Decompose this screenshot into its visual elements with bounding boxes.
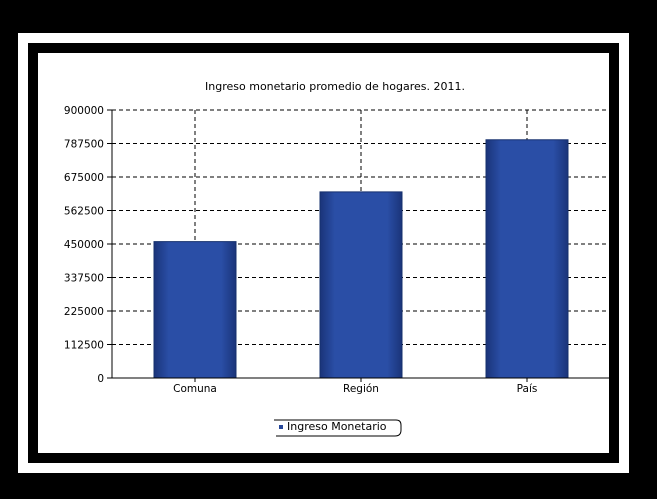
- y-tick-label: 900000: [64, 105, 104, 117]
- bar: [153, 241, 237, 379]
- bar: [485, 139, 569, 379]
- bars-layer: [153, 139, 569, 379]
- x-tick-label: Región: [343, 383, 379, 395]
- y-tick-label: 675000: [64, 172, 104, 184]
- bar: [319, 191, 403, 379]
- y-tick-label: 0: [97, 373, 104, 385]
- y-axis: 900000 787500 675000 562500 450000 337500 2250…: [64, 105, 113, 385]
- y-tick-label: 337500: [64, 273, 104, 285]
- y-tick-label: 562500: [64, 206, 104, 218]
- legend-swatch: [279, 425, 283, 429]
- y-tick-label: 787500: [64, 139, 104, 151]
- legend-label: Ingreso Monetario: [287, 420, 387, 433]
- legend-box: [274, 419, 402, 437]
- y-tick-label: 225000: [64, 306, 104, 318]
- x-axis: Comuna Región País: [112, 377, 610, 395]
- x-tick-label: País: [517, 383, 538, 395]
- legend: Ingreso Monetario: [274, 419, 402, 437]
- x-tick-label: Comuna: [173, 383, 217, 395]
- chart-title: Ingreso monetario promedio de hogares. 2…: [205, 80, 465, 93]
- y-tick-label: 112500: [64, 340, 104, 352]
- y-tick-label: 450000: [64, 239, 104, 251]
